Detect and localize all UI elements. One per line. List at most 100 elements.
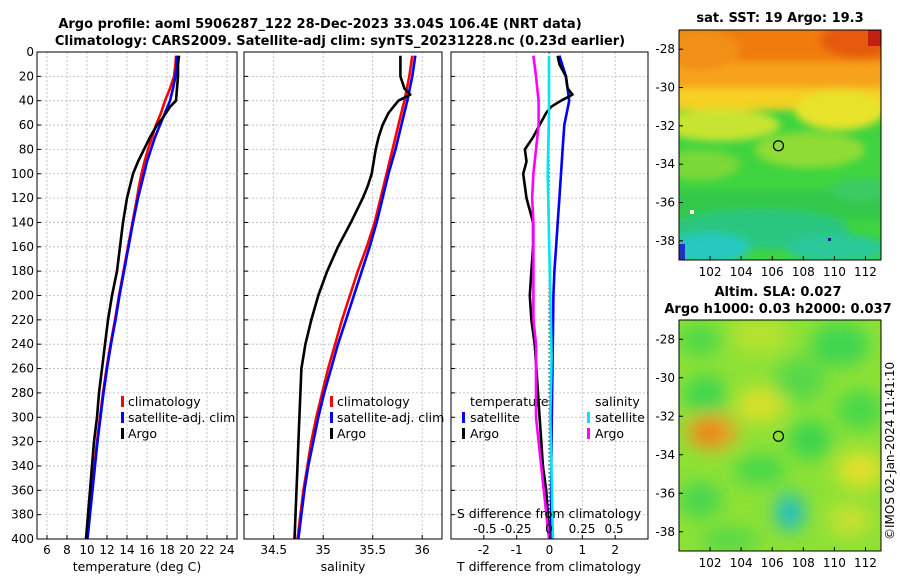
depth-axis-ticks: 0 20 40 60 80 100 120 140 160 180 200 220 240 260 280 3… — [11, 45, 34, 546]
series-line-t-argo — [521, 55, 574, 539]
x-tick-label: 14 — [119, 543, 134, 557]
salinity-ticks: 34.5 35 35.5 36 — [244, 51, 430, 557]
depth-tick-label: 0 — [26, 45, 34, 59]
map-x-tick-label: 110 — [823, 265, 846, 279]
map-y-tick-label: -38 — [655, 525, 675, 539]
sla-map-frame — [678, 319, 882, 552]
title-line-2: Climatology: CARS2009. Satellite-adj cli… — [55, 34, 625, 49]
depth-tick-label: 340 — [11, 459, 34, 473]
depth-tick-label: 140 — [11, 215, 34, 229]
difference-top-ticks: -0.5 -0.25 0 0.25 0.5 — [473, 522, 623, 536]
map-x-tick-label: 110 — [823, 556, 846, 570]
temperature-xlabel: temperature (deg C) — [73, 559, 202, 574]
map-x-tick-label: 112 — [854, 265, 877, 279]
sla-argo-location-marker — [772, 430, 785, 442]
top-tick-label: 0.25 — [569, 522, 596, 536]
x-tick-label: 34.5 — [260, 543, 287, 557]
map-y-tick-label: -36 — [655, 196, 675, 210]
legend-label-satellite: satellite-adj. clim — [128, 410, 235, 425]
legend-label-climatology: climatology — [337, 394, 410, 409]
sst-map-title: sat. SST: 19 Argo: 19.3 — [696, 11, 863, 26]
legend-label-climatology: climatology — [128, 394, 201, 409]
difference-grid — [451, 52, 648, 539]
map-x-tick-label: 102 — [699, 265, 722, 279]
x-tick-label: 8 — [63, 543, 71, 557]
map-y-tick-label: -28 — [655, 42, 675, 56]
depth-tick-label: 180 — [11, 264, 34, 278]
map-x-tick-label: 106 — [761, 265, 784, 279]
legend-label-satellite: satellite-adj. clim — [337, 410, 444, 425]
map-x-tick-label: 102 — [699, 556, 722, 570]
series-line-climatology — [85, 55, 178, 539]
map-y-tick-label: -34 — [655, 157, 675, 171]
map-y-tick-label: -36 — [655, 486, 675, 500]
sla-map-image — [679, 320, 881, 551]
difference-top-xlabel: S difference from climatology — [457, 506, 642, 521]
legend-label-argo: Argo — [337, 426, 366, 441]
x-tick-label: 36 — [415, 543, 430, 557]
temperature-grid — [37, 52, 237, 539]
top-tick-label: 0 — [545, 522, 553, 536]
map-y-tick-label: -30 — [655, 371, 675, 385]
legend-swatch-climatology — [330, 396, 333, 407]
sst-map-image — [679, 30, 881, 260]
map-x-tick-label: 104 — [730, 556, 753, 570]
difference-series — [521, 55, 574, 539]
legend-heading-temperature: temperature — [470, 394, 549, 409]
temperature-legend: climatology satellite-adj. clim Argo — [121, 394, 235, 441]
x-tick-label: 35 — [316, 543, 331, 557]
legend-heading-salinity: salinity — [595, 394, 640, 409]
temperature-series — [84, 55, 181, 539]
legend-swatch-argo — [330, 428, 333, 439]
title-line-1: Argo profile: aoml 5906287_122 28-Dec-20… — [58, 17, 581, 32]
sla-map-title-line-1: Altim. SLA: 0.027 — [715, 285, 842, 300]
top-tick-label: 0.5 — [604, 522, 623, 536]
depth-tick-label: 260 — [11, 362, 34, 376]
difference-ticks: -2 -1 0 1 2 — [451, 51, 619, 557]
legend-swatch-argo — [121, 428, 124, 439]
series-line-satellite-adj-clim — [86, 55, 179, 539]
series-line-climatology — [296, 55, 414, 539]
x-tick-label: 16 — [139, 543, 154, 557]
salinity-grid — [244, 52, 442, 539]
x-tick-label: 6 — [43, 543, 51, 557]
map-y-tick-label: -32 — [655, 409, 675, 423]
legend-label-s-satellite: satellite — [595, 410, 645, 425]
legend-label-t-satellite: satellite — [470, 410, 520, 425]
salinity-xlabel: salinity — [321, 559, 366, 574]
map-x-tick-label: 108 — [792, 265, 815, 279]
map-x-tick-label: 104 — [730, 265, 753, 279]
legend-swatch-t-satellite — [462, 412, 465, 423]
map-x-tick-label: 106 — [761, 556, 784, 570]
temperature-ticks: 6 8 10 12 14 16 18 20 22 24 — [37, 51, 235, 557]
series-line-t-satellite — [549, 55, 571, 539]
depth-tick-label: 280 — [11, 386, 34, 400]
map-x-tick-label: 108 — [792, 556, 815, 570]
series-line-argo — [84, 55, 181, 539]
x-tick-label: 20 — [179, 543, 194, 557]
legend-label-s-argo: Argo — [595, 426, 624, 441]
map-x-tick-label: 112 — [854, 556, 877, 570]
series-line-argo — [293, 55, 412, 539]
x-tick-label: 10 — [79, 543, 94, 557]
map-y-tick-label: -32 — [655, 119, 675, 133]
salinity-diff-legend: salinity satellite Argo — [587, 394, 645, 441]
legend-swatch-satellite — [121, 412, 124, 423]
x-tick-label: 0 — [546, 543, 554, 557]
salinity-legend: climatology satellite-adj. clim Argo — [330, 394, 444, 441]
depth-tick-label: 400 — [11, 532, 34, 546]
x-tick-label: -2 — [478, 543, 490, 557]
difference-xlabel: T difference from climatology — [456, 559, 642, 574]
depth-tick-label: 120 — [11, 191, 34, 205]
legend-label-argo: Argo — [128, 426, 157, 441]
depth-tick-label: 240 — [11, 337, 34, 351]
depth-tick-label: 160 — [11, 240, 34, 254]
depth-tick-label: 220 — [11, 313, 34, 327]
legend-swatch-s-argo — [587, 428, 590, 439]
depth-tick-label: 200 — [11, 289, 34, 303]
map-y-tick-label: -34 — [655, 448, 675, 462]
map-y-tick-label: -38 — [655, 234, 675, 248]
x-tick-label: -1 — [511, 543, 523, 557]
sla-map-title-line-2: Argo h1000: 0.03 h2000: 0.037 — [664, 302, 891, 317]
